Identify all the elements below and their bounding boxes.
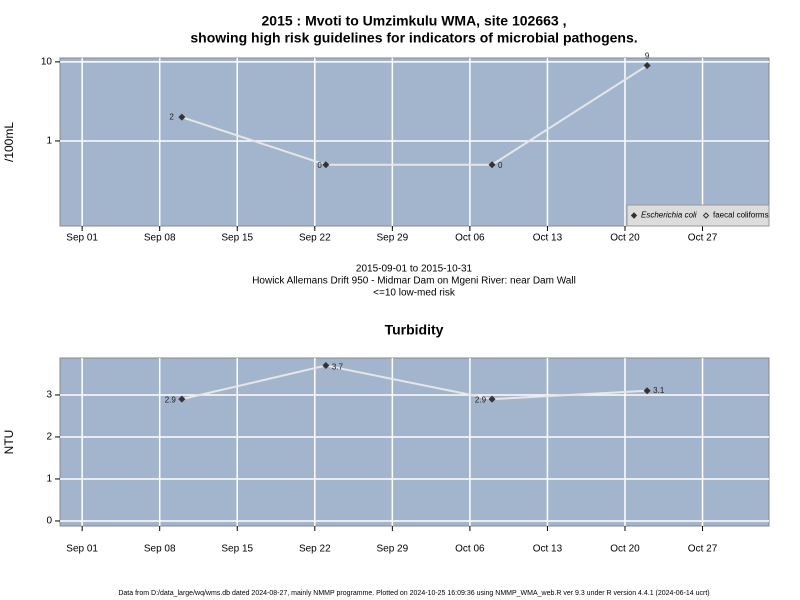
y-axis-label: /100mL [2,122,16,162]
data-point [322,362,330,370]
x-tick-label: Oct 20 [610,544,640,555]
x-tick-label: Oct 27 [688,233,718,244]
data-label: 3.1 [653,386,665,395]
plot-background [59,357,770,527]
data-label: 2 [169,112,174,121]
x-tick-label: Sep 22 [299,544,331,555]
y-axis-label: NTU [2,430,16,455]
data-point [643,387,651,395]
legend-label: faecal coliforms [713,211,769,220]
data-label: 2.9 [475,395,487,404]
data-point [178,395,186,403]
data-label: 3.7 [332,363,344,372]
plot-background [59,57,770,227]
y-tick-label: 3 [46,390,52,401]
x-tick-label: Oct 27 [688,544,718,555]
x-tick-label: Sep 15 [221,544,253,555]
x-tick-label: Sep 01 [66,544,98,555]
x-tick-label: Oct 20 [610,233,640,244]
data-label: 0 [317,161,322,170]
x-tick-label: Sep 01 [66,233,98,244]
x-tick-label: Sep 29 [376,544,408,555]
chart-title: Turbidity [385,322,444,338]
y-tick-label: 2 [46,432,52,443]
footer: Data from D:/data_large/wq/wms.db dated … [118,590,709,597]
legend-label: Escherichia coli [641,211,697,220]
y-tick-label: 1 [46,474,52,485]
data-point [488,161,496,169]
x-tick-label: Oct 06 [455,544,485,555]
data-point [488,395,496,403]
x-tick-label: Sep 15 [221,233,253,244]
legend-marker [702,212,710,219]
caption: Howick Allemans Drift 950 - Midmar Dam o… [252,276,576,287]
x-tick-label: Sep 29 [376,233,408,244]
data-point [643,62,651,70]
x-tick-label: Sep 22 [299,233,331,244]
legend-marker [630,212,638,219]
data-point [322,161,330,169]
chart-title: 2015 : Mvoti to Umzimkulu WMA, site 1026… [262,13,567,29]
caption: 2015-09-01 to 2015-10-31 [356,264,473,275]
series-line [181,64,648,166]
y-tick-label: 1 [46,136,52,147]
x-tick-label: Sep 08 [144,544,176,555]
x-tick-label: Oct 13 [533,544,563,555]
data-label: 2.9 [165,395,177,404]
caption: <=10 low-med risk [373,288,456,299]
x-tick-label: Oct 13 [533,233,563,244]
series-line [181,364,648,401]
data-label: 0 [498,161,503,170]
x-tick-label: Oct 06 [455,233,485,244]
y-tick-label: 10 [41,57,53,68]
data-point [178,113,186,121]
legend-box [626,204,770,227]
chart-subtitle: showing high risk guidelines for indicat… [190,30,637,46]
x-tick-label: Sep 08 [144,233,176,244]
y-tick-label: 0 [46,516,52,527]
data-label: 9 [645,52,650,61]
